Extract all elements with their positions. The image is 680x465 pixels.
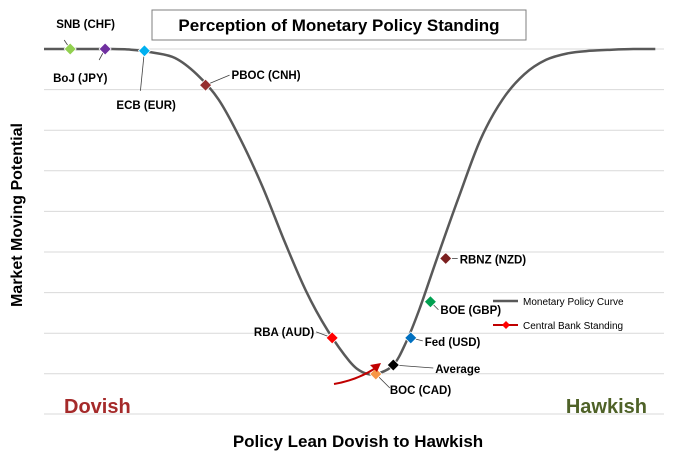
y-axis-title: Market Moving Potential xyxy=(9,123,26,307)
monetary-policy-curve xyxy=(44,47,656,376)
label-boe-gbp: BOE (GBP) xyxy=(440,305,501,317)
central-bank-markers xyxy=(63,42,453,381)
label-rba-aud: RBA (AUD) xyxy=(254,327,314,339)
leader-average xyxy=(393,364,434,369)
marker-fed-usd xyxy=(404,331,418,345)
trend-arrow-head xyxy=(370,363,381,372)
marker-rbnz-nzd xyxy=(439,251,453,266)
label-boj-jpy: BoJ (JPY) xyxy=(53,73,107,85)
hawkish-label: Hawkish xyxy=(566,396,647,418)
label-fed-usd: Fed (USD) xyxy=(425,337,481,349)
leader-ecb-eur xyxy=(140,50,145,91)
gridlines xyxy=(44,48,664,375)
trend-arrow xyxy=(333,366,378,385)
marker-pboc-cnh xyxy=(198,78,213,92)
marker-ecb-eur xyxy=(137,44,151,58)
label-snb-chf: SNB (CHF) xyxy=(56,19,115,31)
marker-boe-gbp xyxy=(423,295,437,309)
title-box xyxy=(151,9,527,41)
label-rbnz-nzd: RBNZ (NZD) xyxy=(460,254,527,266)
legend: Monetary Policy Curve Central Bank Stand… xyxy=(493,297,624,332)
dovish-label: Dovish xyxy=(64,396,131,418)
chart-title: Perception of Monetary Policy Standing xyxy=(178,16,499,35)
marker-snb-chf xyxy=(63,42,77,56)
marker-average xyxy=(386,358,400,372)
label-average: Average xyxy=(435,364,480,376)
marker-rba-aud xyxy=(325,331,339,345)
marker-boc-cad xyxy=(369,367,383,381)
label-ecb-eur: ECB (EUR) xyxy=(116,100,176,112)
marker-boj-jpy xyxy=(98,42,112,56)
legend-standing-marker xyxy=(502,321,510,329)
x-axis-title: Policy Lean Dovish to Hawkish xyxy=(233,432,483,451)
label-pboc-cnh: PBOC (CNH) xyxy=(232,70,301,82)
label-boc-cad: BOC (CAD) xyxy=(390,385,451,397)
central-bank-labels: SNB (CHF) BoJ (JPY) ECB (EUR) PBOC (CNH) RBA… xyxy=(53,19,526,397)
legend-curve-label: Monetary Policy Curve xyxy=(523,297,624,308)
legend-standing-label: Central Bank Standing xyxy=(523,321,623,332)
